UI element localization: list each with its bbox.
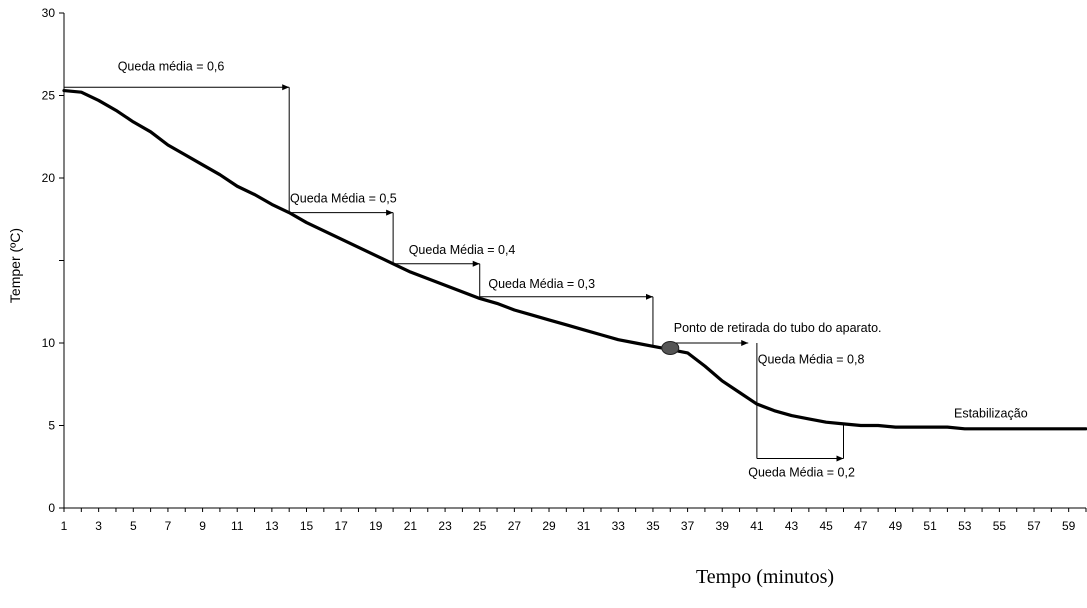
- y-tick-label: 25: [42, 89, 56, 103]
- y-tick-label: 10: [42, 336, 56, 350]
- annotation-drop-0-2: Queda Média = 0,2: [748, 466, 855, 480]
- x-tick-label: 19: [369, 519, 383, 533]
- x-tick-label: 17: [334, 519, 348, 533]
- x-tick-label: 1: [61, 519, 68, 533]
- annotations-group: Queda média = 0,6 Queda Média = 0,5 Queda …: [64, 59, 1028, 480]
- x-tick-label: 43: [785, 519, 799, 533]
- x-tick-label: 57: [1027, 519, 1041, 533]
- x-tick-label: 23: [438, 519, 452, 533]
- x-tick-label: 21: [404, 519, 418, 533]
- x-tick-label: 27: [508, 519, 522, 533]
- x-tick-label: 59: [1062, 519, 1076, 533]
- x-tick-label: 15: [300, 519, 314, 533]
- x-tick-label: 49: [889, 519, 903, 533]
- x-tick-label: 41: [750, 519, 764, 533]
- x-tick-label: 7: [165, 519, 172, 533]
- x-tick-label: 5: [130, 519, 137, 533]
- x-tick-label: 25: [473, 519, 487, 533]
- annotation-stabilization: Estabilização: [954, 406, 1028, 420]
- x-tick-label: 47: [854, 519, 868, 533]
- x-tick-label: 39: [716, 519, 730, 533]
- x-tick-label: 51: [923, 519, 937, 533]
- annotation-drop-0-8: Queda Média = 0,8: [758, 353, 865, 367]
- annotation-drop-0-4: Queda Média = 0,4: [409, 243, 516, 257]
- y-axis-label: Temper (ºC): [7, 228, 23, 303]
- x-tick-label: 29: [542, 519, 556, 533]
- x-tick-label: 55: [993, 519, 1007, 533]
- series-group: [62, 88, 1087, 431]
- annotation-removal-point: Ponto de retirada do tubo do aparato.: [674, 321, 882, 335]
- x-tick-label: 13: [265, 519, 279, 533]
- removal-point-marker: [661, 340, 680, 355]
- x-tick-label: 33: [612, 519, 626, 533]
- x-tick-label: 35: [646, 519, 660, 533]
- annotation-drop-0-6: Queda média = 0,6: [118, 59, 225, 73]
- x-tick-label: 3: [95, 519, 102, 533]
- x-tick-label: 31: [577, 519, 591, 533]
- temperature-series-line: [62, 88, 1087, 431]
- x-tick-label: 53: [958, 519, 972, 533]
- y-tick-label: 30: [42, 6, 56, 20]
- x-tick-label: 11: [231, 519, 244, 533]
- y-tick-label: 0: [48, 501, 55, 515]
- y-tick-label: 5: [48, 419, 55, 433]
- annotation-drop-0-3: Queda Média = 0,3: [488, 277, 595, 291]
- annotation-drop-0-5: Queda Média = 0,5: [290, 192, 397, 206]
- x-axis-label: Tempo (minutos): [696, 566, 834, 588]
- y-tick-label: 20: [42, 171, 56, 185]
- x-tick-label: 9: [199, 519, 206, 533]
- x-tick-label: 37: [681, 519, 695, 533]
- x-tick-label: 45: [819, 519, 833, 533]
